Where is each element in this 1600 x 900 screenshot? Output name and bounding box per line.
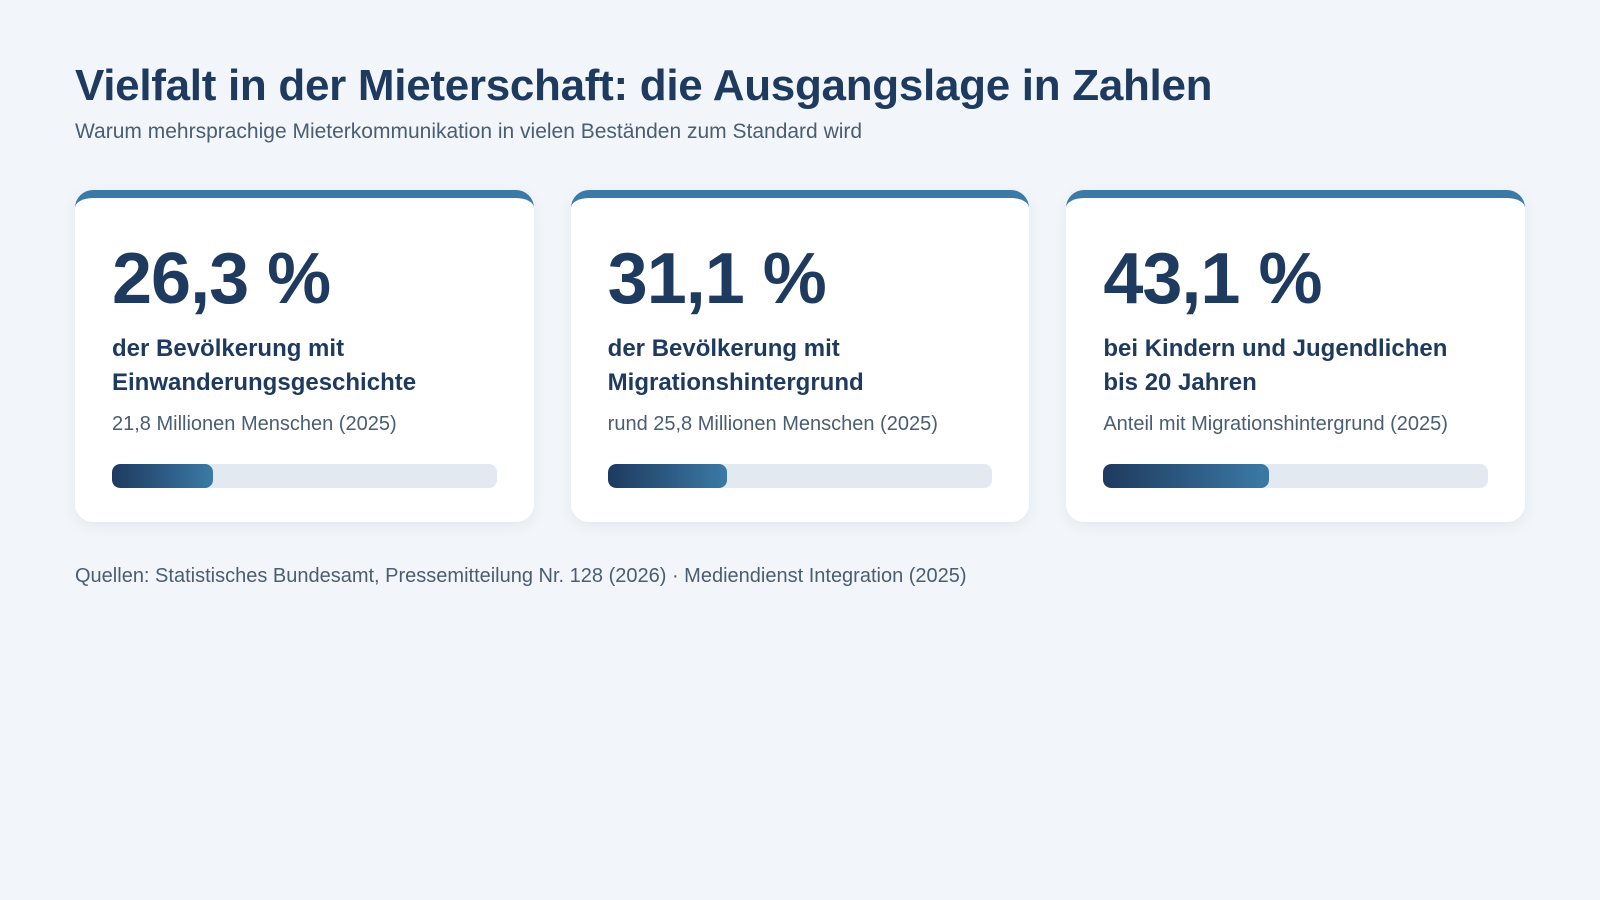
sources-footnote: Quellen: Statistisches Bundesamt, Presse… <box>75 565 967 587</box>
slide: Vielfalt in der Mieterschaft: die Ausgan… <box>75 58 1526 590</box>
progress-bar-fill <box>1103 464 1270 488</box>
stat-card-einwanderungsgeschichte: 26,3 % der Bevölkerung mit Einwanderungs… <box>75 190 534 522</box>
stat-label: der Bevölkerung mit Einwanderungsgeschic… <box>112 335 417 396</box>
page-subtitle: Warum mehrsprachige Mieterkommunikation … <box>75 120 863 143</box>
progress-bar <box>1103 464 1489 488</box>
progress-bar <box>112 464 497 488</box>
page-title: Vielfalt in der Mieterschaft: die Ausgan… <box>75 61 1213 110</box>
stat-cards: 26,3 % der Bevölkerung mit Einwanderungs… <box>75 190 1526 522</box>
stat-note: rund 25,8 Millionen Menschen (2025) <box>607 413 938 435</box>
stat-note: 21,8 Millionen Menschen (2025) <box>112 413 397 435</box>
stat-card-kinder-jugendliche: 43,1 % bei Kindern und Jugendlichen bis … <box>1066 190 1526 522</box>
progress-bar-fill <box>112 464 214 488</box>
stat-label: der Bevölkerung mit Migrationshintergrun… <box>607 335 864 396</box>
stat-value: 26,3 % <box>112 239 331 319</box>
stat-label: bei Kindern und Jugendlichen bis 20 Jahr… <box>1103 335 1448 396</box>
stat-card-migrationshintergrund: 31,1 % der Bevölkerung mit Migrationshin… <box>570 190 1030 522</box>
progress-bar-fill <box>607 464 728 488</box>
progress-bar <box>607 464 993 488</box>
stat-value: 31,1 % <box>607 239 827 319</box>
stat-note: Anteil mit Migrationshintergrund (2025) <box>1103 413 1448 435</box>
stat-value: 43,1 % <box>1103 239 1322 319</box>
